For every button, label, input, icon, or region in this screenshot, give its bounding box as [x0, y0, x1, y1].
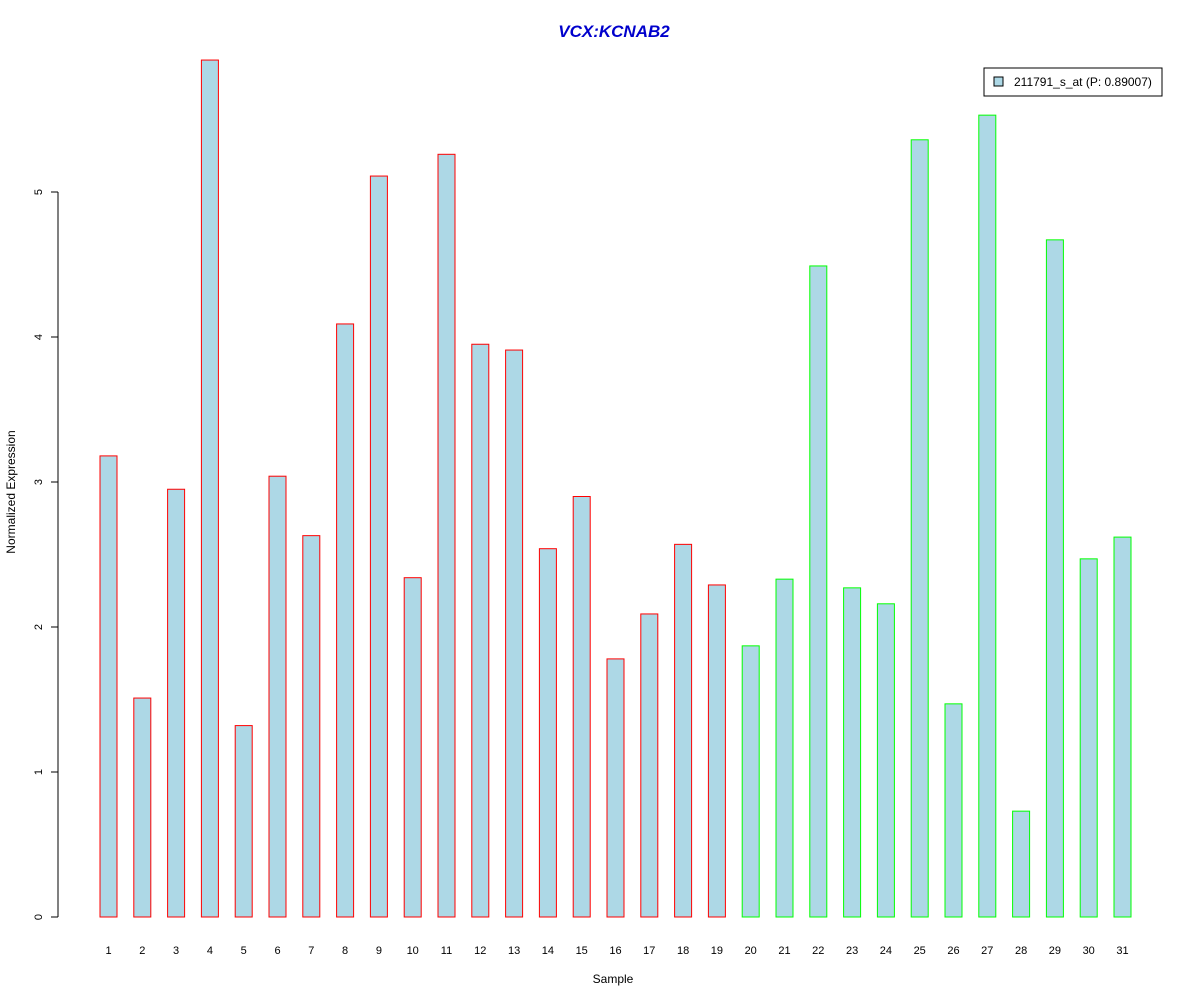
x-tick-label: 31 — [1116, 945, 1128, 957]
bar-sample-16 — [606, 658, 625, 918]
bar-sample-27 — [978, 114, 997, 918]
bar-sample-14 — [538, 548, 557, 918]
x-tick-label: 15 — [576, 945, 588, 957]
bar-sample-10 — [403, 577, 422, 918]
bar-sample-11 — [437, 153, 456, 918]
x-tick-label: 4 — [207, 945, 213, 957]
bar-sample-25 — [910, 139, 929, 918]
y-tick-label: 2 — [33, 624, 45, 630]
bar-sample-1 — [99, 455, 118, 918]
bar-sample-20 — [741, 645, 760, 918]
x-tick-label: 1 — [105, 945, 111, 957]
bar-sample-15 — [572, 496, 591, 918]
y-tick-label: 5 — [33, 189, 45, 195]
bar-sample-2 — [133, 697, 152, 918]
bar-sample-17 — [640, 613, 659, 918]
bar-sample-6 — [268, 475, 287, 918]
x-axis-label: Sample — [593, 972, 634, 986]
bar-sample-8 — [336, 323, 355, 918]
x-tick-label: 21 — [778, 945, 790, 957]
bar-sample-9 — [369, 175, 388, 918]
x-tick-label: 2 — [139, 945, 145, 957]
bar-sample-30 — [1079, 558, 1098, 918]
x-tick-label: 25 — [914, 945, 926, 957]
x-tick-label: 12 — [474, 945, 486, 957]
bar-sample-7 — [302, 535, 321, 918]
x-tick-label: 8 — [342, 945, 348, 957]
x-tick-label: 23 — [846, 945, 858, 957]
x-tick-label: 22 — [812, 945, 824, 957]
bar-sample-31 — [1113, 536, 1132, 918]
bar-sample-4 — [200, 59, 219, 918]
bar-sample-23 — [843, 587, 862, 918]
x-tick-label: 18 — [677, 945, 689, 957]
bar-sample-24 — [876, 603, 895, 918]
x-tick-label: 10 — [407, 945, 419, 957]
y-tick-label: 4 — [33, 334, 45, 340]
bar-sample-18 — [674, 543, 693, 918]
bar-sample-21 — [775, 578, 794, 918]
x-tick-label: 20 — [745, 945, 757, 957]
chart-title: VCX:KCNAB2 — [558, 22, 670, 41]
x-tick-label: 5 — [241, 945, 247, 957]
x-tick-label: 16 — [609, 945, 621, 957]
x-tick-label: 27 — [981, 945, 993, 957]
bar-sample-29 — [1045, 239, 1064, 918]
legend-swatch — [993, 76, 1004, 87]
x-tick-label: 11 — [441, 945, 452, 957]
x-tick-labels: 1 2 3 4 5 6 7 8 9 10 11 12 13 14 15 16 17 18 19 20 21 22 23 24 2… — [105, 945, 1128, 957]
bar-sample-3 — [167, 488, 186, 918]
x-tick-label: 6 — [274, 945, 280, 957]
bars-group — [99, 59, 1132, 918]
y-axis-label: Normalized Expression — [4, 430, 18, 553]
bar-sample-19 — [707, 584, 726, 918]
bar-sample-5 — [234, 725, 253, 918]
bar-sample-26 — [944, 703, 963, 918]
legend: 211791_s_at (P: 0.89007) — [983, 67, 1163, 97]
x-tick-label: 17 — [643, 945, 655, 957]
x-tick-label: 29 — [1049, 945, 1061, 957]
bar-sample-22 — [809, 265, 828, 918]
bar-sample-12 — [471, 343, 490, 918]
legend-box — [983, 67, 1163, 97]
bar-sample-13 — [505, 349, 524, 918]
x-tick-label: 19 — [711, 945, 723, 957]
x-tick-label: 7 — [308, 945, 314, 957]
x-tick-label: 9 — [376, 945, 382, 957]
x-tick-label: 28 — [1015, 945, 1027, 957]
x-tick-label: 24 — [880, 945, 892, 957]
bar-sample-28 — [1012, 810, 1031, 918]
y-tick-label: 0 — [33, 914, 45, 920]
y-axis: 0 1 2 3 4 5 — [33, 189, 59, 920]
legend-series-label: 211791_s_at (P: 0.89007) — [1014, 75, 1152, 89]
y-tick-label: 3 — [33, 479, 45, 485]
x-tick-label: 30 — [1083, 945, 1095, 957]
x-tick-label: 3 — [173, 945, 179, 957]
x-tick-label: 26 — [947, 945, 959, 957]
x-tick-label: 14 — [542, 945, 554, 957]
x-tick-label: 13 — [508, 945, 520, 957]
y-tick-label: 1 — [33, 769, 45, 775]
